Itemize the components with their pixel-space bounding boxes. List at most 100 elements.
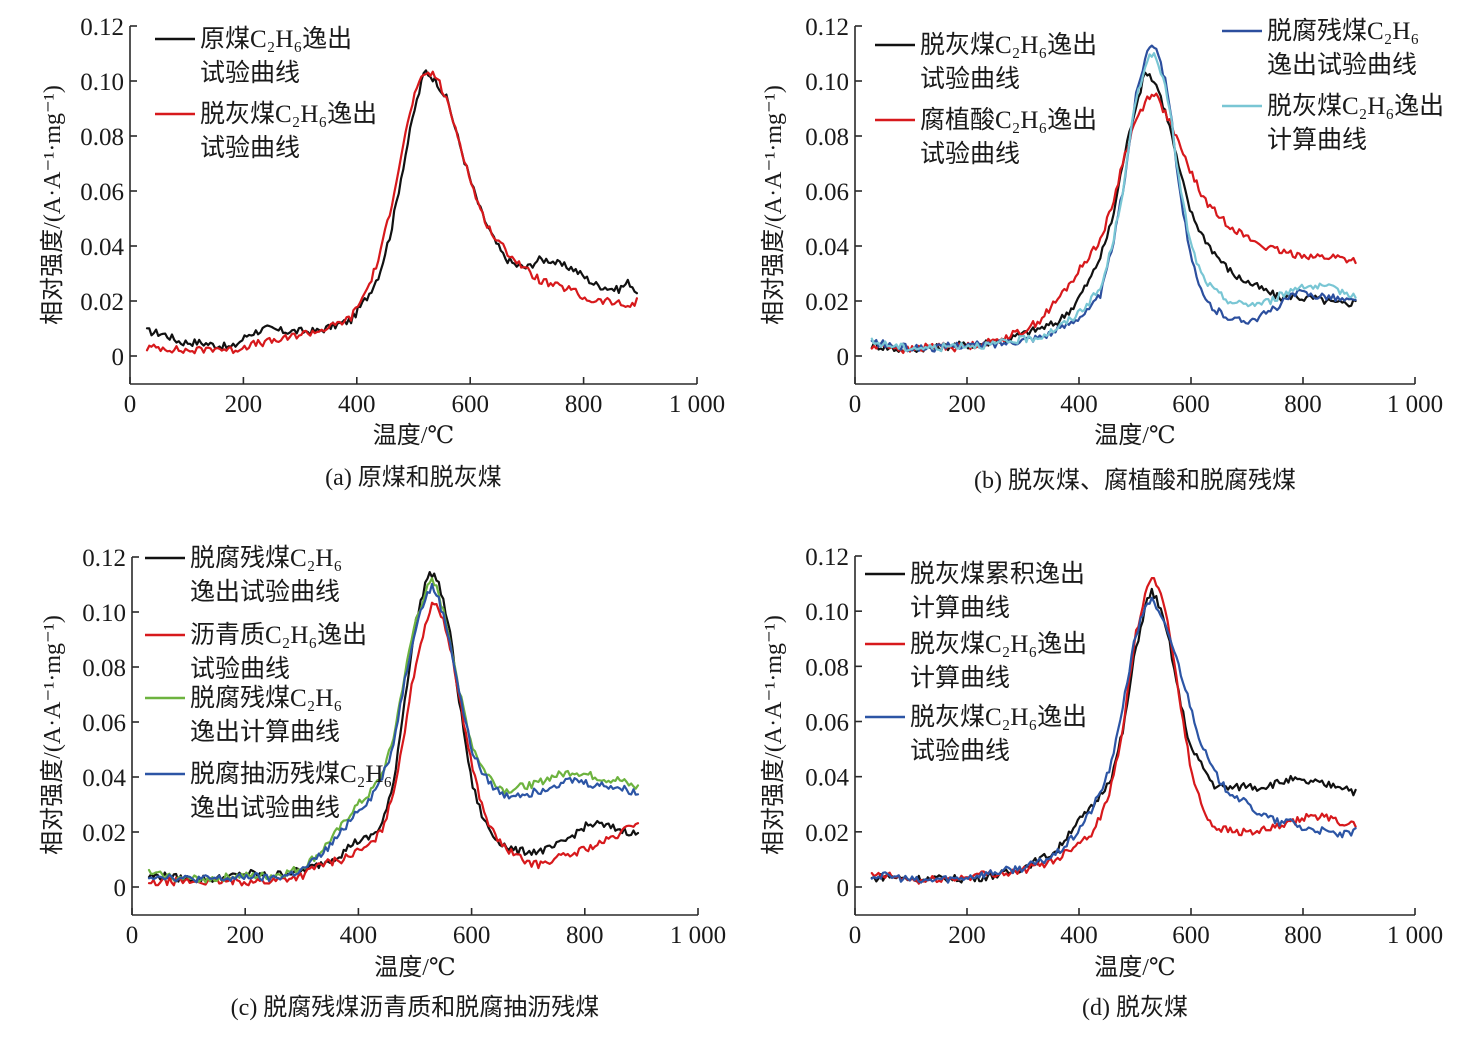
y-tick-label: 0.04 xyxy=(82,765,126,792)
y-tick-label: 0.10 xyxy=(82,600,126,627)
series-line-2 xyxy=(145,70,639,355)
x-tick-label: 1 000 xyxy=(1387,922,1443,949)
legend-label: 原煤C₂H₆逸出 xyxy=(200,25,352,53)
y-tick-label: 0.06 xyxy=(82,710,126,737)
legend-label: 计算曲线 xyxy=(1267,126,1367,154)
y-tick-label: 0 xyxy=(837,875,850,902)
y-axis-title: 相对强度/(A·A⁻¹·mg⁻¹) xyxy=(39,615,66,855)
series-line-4 xyxy=(147,582,640,884)
legend-label: 逸出计算曲线 xyxy=(190,718,340,746)
x-axis-title: 温度/℃ xyxy=(1094,954,1176,981)
y-tick-label: 0.10 xyxy=(805,69,849,96)
legend-label: 试验曲线 xyxy=(910,737,1010,765)
legend-entry: 脱腐抽沥残煤C₂H₆ 逸出试验曲线 xyxy=(145,760,392,822)
y-tick-label: 0.04 xyxy=(805,765,849,792)
x-axis-title: 温度/℃ xyxy=(373,422,455,449)
x-tick-label: 600 xyxy=(453,922,491,949)
x-tick-label: 1 000 xyxy=(1387,391,1443,418)
y-tick-label: 0 xyxy=(114,875,127,902)
y-tick-label: 0.06 xyxy=(805,710,849,737)
y-tick-label: 0 xyxy=(112,344,125,371)
x-tick-label: 200 xyxy=(226,922,264,949)
y-tick-label: 0.02 xyxy=(80,289,124,316)
legend-label: 腐植酸C₂H₆逸出 xyxy=(920,106,1097,134)
legend-label: 脱腐残煤C₂H₆ xyxy=(1267,17,1419,45)
x-tick-label: 1 000 xyxy=(669,391,725,418)
x-tick-label: 200 xyxy=(225,391,263,418)
x-tick-label: 600 xyxy=(451,391,489,418)
panel-d: 0 0.02 0.04 0.06 0.08 0.10 0.12 0 200 400 600 800 1 … xyxy=(760,544,1443,1021)
y-tick-label: 0.06 xyxy=(805,179,849,206)
y-tick-label: 0.10 xyxy=(80,69,124,96)
x-tick-label: 200 xyxy=(948,922,986,949)
legend-label: 计算曲线 xyxy=(910,594,1010,622)
y-tick-label: 0.10 xyxy=(805,599,849,626)
y-tick-label: 0.02 xyxy=(805,289,849,316)
x-tick-label: 200 xyxy=(948,391,986,418)
legend-label: 试验曲线 xyxy=(920,65,1020,93)
x-tick-label: 600 xyxy=(1172,391,1210,418)
legend-label: 计算曲线 xyxy=(910,664,1010,692)
x-tick-label: 800 xyxy=(565,391,603,418)
series-line-4 xyxy=(870,52,1357,353)
legend-label: 试验曲线 xyxy=(200,59,300,87)
x-tick-label: 0 xyxy=(849,391,862,418)
x-tick-label: 800 xyxy=(1284,391,1322,418)
series-line-2 xyxy=(870,92,1357,354)
legend-label: 沥青质C₂H₆逸出 xyxy=(190,621,367,649)
legend-label: 脱灰煤C₂H₆逸出 xyxy=(910,630,1087,658)
x-tick-label: 800 xyxy=(566,922,604,949)
series-line-1 xyxy=(147,570,640,883)
x-tick-label: 0 xyxy=(124,391,137,418)
y-tick-label: 0.06 xyxy=(80,179,124,206)
series-line-3 xyxy=(870,596,1357,884)
legend-entry: 脱腐残煤C₂H₆ 逸出试验曲线 xyxy=(1222,17,1419,79)
y-axis-title: 相对强度/(A·A⁻¹·mg⁻¹) xyxy=(39,85,66,325)
legend-label: 脱灰煤累积逸出 xyxy=(910,560,1085,588)
legend-entry: 脱腐残煤C₂H₆ 逸出试验曲线 xyxy=(145,544,342,606)
legend-label: 脱腐抽沥残煤C₂H₆ xyxy=(190,760,392,788)
legend-label: 脱灰煤C₂H₆逸出 xyxy=(910,703,1087,731)
series-line-1 xyxy=(145,69,639,351)
y-tick-label: 0.08 xyxy=(82,655,126,682)
legend-label: 脱灰煤C₂H₆逸出 xyxy=(200,100,377,128)
y-tick-label: 0.04 xyxy=(80,234,124,261)
legend-label: 脱腐残煤C₂H₆ xyxy=(190,684,342,712)
y-tick-label: 0.04 xyxy=(805,234,849,261)
y-tick-label: 0.12 xyxy=(82,545,126,572)
x-axis-title: 温度/℃ xyxy=(1094,422,1176,449)
y-tick-label: 0.08 xyxy=(805,124,849,151)
legend-label: 脱腐残煤C₂H₆ xyxy=(190,544,342,572)
y-tick-label: 0 xyxy=(837,344,850,371)
y-tick-label: 0.02 xyxy=(805,820,849,847)
y-tick-label: 0.08 xyxy=(805,654,849,681)
y-tick-label: 0.12 xyxy=(805,544,849,571)
panel-caption: (c) 脱腐残煤沥青质和脱腐抽沥残煤 xyxy=(231,994,600,1021)
x-tick-label: 600 xyxy=(1172,922,1210,949)
x-axis-title: 温度/℃ xyxy=(374,954,456,981)
legend-label: 逸出试验曲线 xyxy=(1267,51,1417,79)
y-tick-label: 0.12 xyxy=(805,14,849,41)
legend-label: 逸出试验曲线 xyxy=(190,578,340,606)
panel-a: 0 0.02 0.04 0.06 0.08 0.10 0.12 0 200 400 600 800 1 … xyxy=(39,14,725,491)
x-tick-label: 400 xyxy=(1060,922,1098,949)
y-axis-title: 相对强度/(A·A⁻¹·mg⁻¹) xyxy=(760,615,787,855)
y-tick-label: 0.08 xyxy=(80,124,124,151)
panel-c: 0 0.02 0.04 0.06 0.08 0.10 0.12 0 200 400 600 800 1 … xyxy=(39,544,726,1021)
legend-label: 试验曲线 xyxy=(920,140,1020,168)
legend-label: 试验曲线 xyxy=(200,134,300,162)
y-tick-label: 0.12 xyxy=(80,14,124,41)
x-tick-label: 0 xyxy=(849,922,862,949)
legend-label: 脱灰煤C₂H₆逸出 xyxy=(1267,92,1444,120)
panel-caption: (d) 脱灰煤 xyxy=(1082,994,1188,1021)
x-tick-label: 400 xyxy=(1060,391,1098,418)
